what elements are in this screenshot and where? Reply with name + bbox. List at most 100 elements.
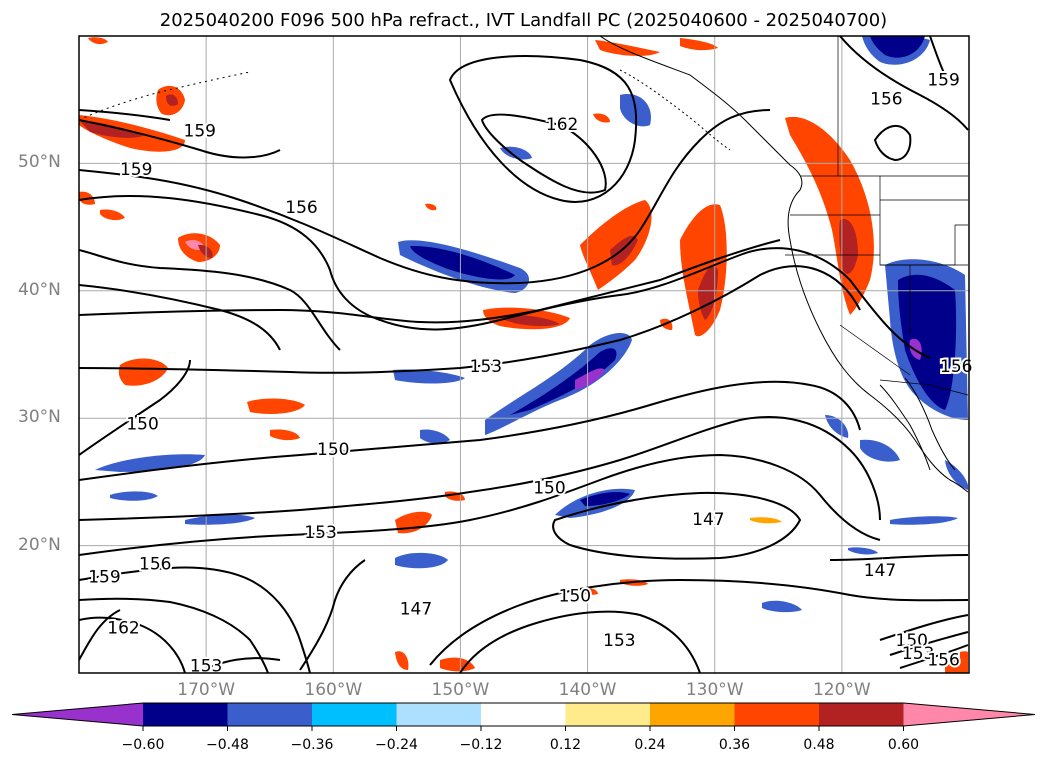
coastline-aleutians (79, 71, 251, 121)
colorbar-tick-label: 0.48 (803, 737, 835, 753)
contour-line (839, 36, 969, 131)
contours (79, 36, 969, 673)
longitude-label: 150°W (431, 680, 490, 700)
contour-label: 156 (285, 198, 317, 218)
colorbar-tick-label: 0.36 (718, 737, 751, 753)
contour-line (448, 55, 638, 203)
contour-label: 153 (902, 644, 934, 664)
pos-feature (118, 358, 168, 386)
neg-feature (95, 454, 205, 472)
pos-feature (595, 40, 660, 56)
coastline-north-america (599, 36, 969, 493)
latitude-label: 40°N (18, 279, 61, 300)
longitude-label: 120°W (812, 680, 871, 700)
contour-line (199, 657, 281, 673)
pos-feature (79, 120, 145, 138)
contour-label: 150 (559, 587, 591, 607)
contour-line (889, 631, 969, 656)
graticule (79, 36, 969, 673)
contour-label: 150 (896, 631, 928, 651)
pos-feature (945, 651, 968, 673)
colorbar-segment (227, 703, 313, 726)
contour-labels: 1591591561621561591531501501501471531561… (86, 69, 974, 679)
coastline-islands (619, 69, 731, 151)
contour-label: 150 (126, 415, 158, 435)
map-frame (78, 35, 970, 674)
border-state (879, 176, 968, 266)
contour-line (79, 265, 861, 374)
contour-line (79, 453, 881, 556)
neg-feature (825, 415, 849, 438)
pos-feature (505, 314, 560, 327)
contour-label: 159 (927, 71, 959, 91)
pos-feature (270, 429, 300, 441)
latitude-label: 30°N (18, 407, 61, 428)
pos-feature (166, 94, 178, 106)
colorbar-segment (819, 703, 904, 726)
neg-feature (575, 368, 605, 390)
contour-label: 156 (139, 555, 171, 575)
latitude-label: 20°N (18, 534, 61, 555)
contour-line (79, 416, 881, 521)
contour-label: 150 (317, 440, 349, 460)
neg-feature (420, 429, 450, 444)
longitude-label: 130°W (685, 680, 744, 700)
contour-label: 159 (120, 160, 152, 180)
contour-label: 162 (546, 115, 578, 135)
pos-feature (425, 203, 437, 211)
contour-line (79, 119, 281, 159)
neg-feature (410, 245, 515, 280)
contour-label: 150 (533, 478, 565, 498)
colorbar-segment (734, 703, 820, 726)
contour-line (899, 644, 969, 669)
contour-line (79, 616, 186, 673)
colorbar-segment (143, 703, 228, 726)
contour-line (299, 559, 366, 671)
neg-feature (110, 491, 158, 501)
contour-label: 156 (940, 357, 972, 377)
contour-line (552, 491, 802, 560)
contour-line (929, 36, 946, 76)
neg-feature (580, 492, 630, 506)
contour-line (79, 194, 931, 359)
contour-label: 156 (927, 650, 959, 670)
colorbar-tick-label: −0.60 (121, 737, 165, 753)
pos-feature (247, 398, 305, 414)
colorbar-tick-label: −0.36 (290, 737, 334, 753)
colorbar-tick-label: −0.12 (459, 737, 503, 753)
colorbar (11, 702, 1036, 731)
pos-feature (100, 209, 125, 221)
colorbar-segment (12, 703, 143, 726)
contour-line (79, 239, 781, 324)
colorbar-tick-label: 0.24 (634, 737, 666, 753)
neg-feature (870, 36, 925, 58)
contour-line (79, 109, 171, 121)
contour-label: 159 (184, 122, 216, 142)
longitude-label: 170°W (177, 680, 236, 700)
plot-title: 2025040200 F096 500 hPa refract., IVT La… (159, 10, 888, 31)
colorbar-segment (481, 703, 566, 726)
contour-line (79, 380, 861, 481)
contour-label: 162 (107, 618, 139, 638)
colorbar-tick-label: 0.12 (549, 737, 582, 753)
pos-feature (395, 511, 432, 534)
pos-feature (580, 587, 598, 595)
neg-feature (860, 439, 900, 462)
contour-label: 147 (400, 599, 432, 619)
longitude-label: 140°W (558, 680, 617, 700)
colorbar-segment (903, 703, 1035, 726)
contour-label: 156 (870, 90, 902, 110)
neg-feature (185, 514, 255, 525)
neg-feature (393, 369, 465, 384)
contour-line (879, 614, 969, 641)
contour-line (873, 125, 912, 162)
contour-label: 153 (304, 523, 336, 543)
contour-line (79, 249, 341, 351)
pos-feature (198, 244, 213, 258)
colorbar-tick-label: 0.60 (887, 737, 920, 753)
longitude-label: 160°W (304, 680, 363, 700)
colorbar-segment (312, 703, 397, 726)
contour-line (79, 109, 771, 285)
contour-label: 159 (88, 567, 120, 587)
